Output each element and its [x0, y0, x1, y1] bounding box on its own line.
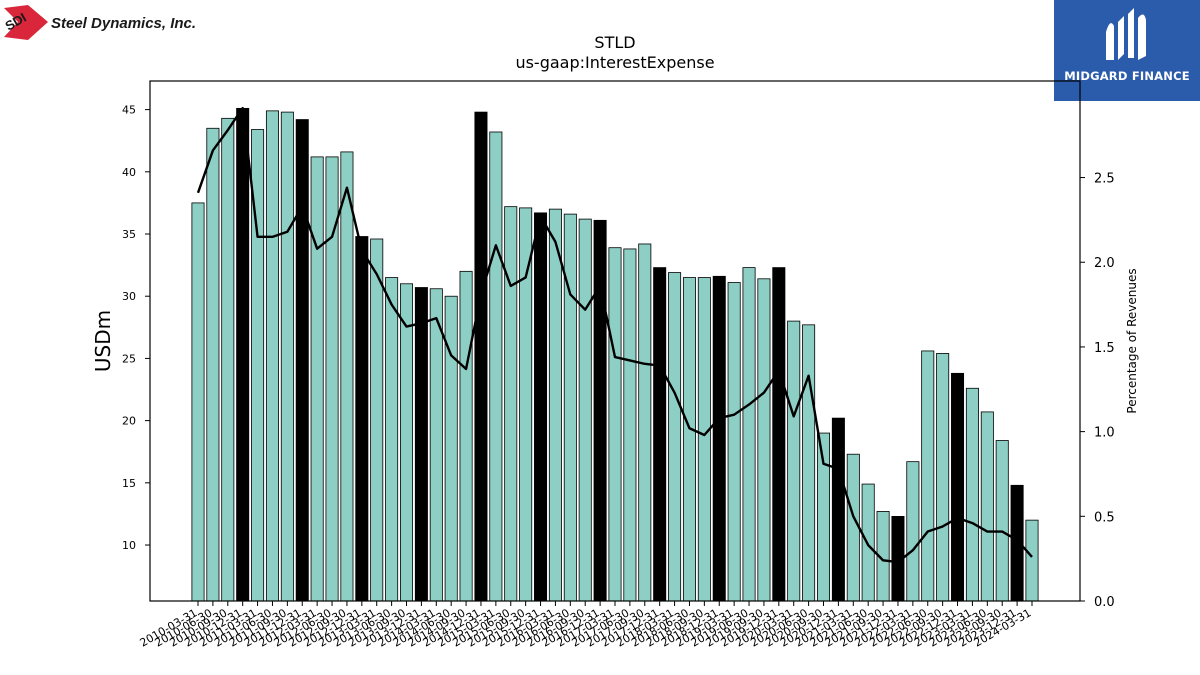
y-tick-label: 30 — [122, 290, 136, 303]
bar — [727, 282, 741, 602]
x-axis: 2010-03-312010-06-302010-09-302010-12-31… — [138, 601, 1034, 650]
logo-company-name: Steel Dynamics, Inc. — [51, 15, 196, 32]
bar — [489, 131, 503, 602]
brand-name: MIDGARD FINANCE — [1064, 69, 1190, 83]
bar — [459, 270, 473, 602]
company-logo: SDI Steel Dynamics, Inc. — [2, 5, 196, 40]
y-tick-label: 35 — [122, 228, 136, 241]
bar — [936, 353, 950, 602]
y-tick-label: 40 — [122, 166, 136, 179]
y2-tick-label: 1.5 — [1094, 341, 1115, 356]
bar — [668, 272, 682, 602]
bar — [191, 202, 205, 602]
bar — [623, 248, 637, 602]
bar — [519, 207, 533, 602]
y-tick-label: 45 — [122, 104, 136, 117]
bar — [846, 453, 860, 602]
bar — [578, 218, 592, 602]
bar — [951, 372, 965, 602]
bar — [310, 156, 324, 602]
chart-title: STLD — [594, 33, 635, 52]
bar — [921, 350, 935, 602]
y-tick-label: 20 — [122, 415, 136, 428]
bar — [355, 236, 369, 602]
percentage-line-series — [196, 106, 1033, 564]
bar — [965, 387, 979, 602]
y-tick-label: 10 — [122, 539, 136, 552]
bar — [385, 277, 399, 602]
bar — [593, 219, 607, 602]
bar — [906, 461, 920, 602]
percentage-line — [196, 106, 1033, 564]
bar — [772, 267, 786, 602]
y2-tick-label: 2.0 — [1094, 256, 1115, 271]
y-tick-label: 15 — [122, 477, 136, 490]
y2-tick-label: 1.0 — [1094, 426, 1115, 441]
bar — [221, 117, 235, 602]
bar — [340, 151, 354, 602]
bar — [236, 107, 250, 602]
brand-logo-icon — [1106, 8, 1146, 61]
y-tick-label: 25 — [122, 352, 136, 365]
bar — [831, 417, 845, 602]
y2-tick-label: 2.5 — [1094, 172, 1115, 187]
logo-arrow-shape — [4, 5, 48, 40]
bar — [265, 110, 279, 602]
bar — [682, 277, 696, 602]
bar — [563, 213, 577, 602]
bar — [295, 119, 309, 602]
bar — [697, 277, 711, 602]
bar — [980, 411, 994, 602]
bar — [802, 324, 816, 602]
bar-series — [191, 107, 1039, 602]
y-axis-label: USDm — [91, 310, 115, 372]
bar — [638, 243, 652, 602]
bar — [504, 206, 518, 602]
y-axis-right: 0.0 0.5 1.0 1.5 2.0 2.5 — [1080, 172, 1115, 610]
bar — [712, 275, 726, 602]
bar — [757, 278, 771, 602]
bar — [608, 247, 622, 602]
y2-tick-label: 0.0 — [1094, 595, 1115, 610]
chart-subtitle: us-gaap:InterestExpense — [515, 53, 714, 72]
y-axis-left: 10 15 20 25 30 35 40 45 — [122, 104, 150, 552]
bar — [787, 320, 801, 602]
y2-tick-label: 0.5 — [1094, 510, 1115, 525]
y2-axis-label: Percentage of Revenues — [1125, 268, 1139, 413]
bar — [534, 212, 548, 602]
bar — [1025, 519, 1039, 602]
bar — [742, 267, 756, 602]
bar — [995, 440, 1009, 602]
bar — [548, 208, 562, 602]
bar — [429, 288, 443, 602]
bar — [414, 287, 428, 602]
bar — [399, 283, 414, 602]
bar — [653, 267, 667, 602]
bar — [370, 238, 384, 602]
bar — [206, 127, 220, 602]
bar — [280, 111, 294, 602]
brand-badge: MIDGARD FINANCE — [1054, 0, 1200, 101]
bar — [474, 111, 488, 602]
